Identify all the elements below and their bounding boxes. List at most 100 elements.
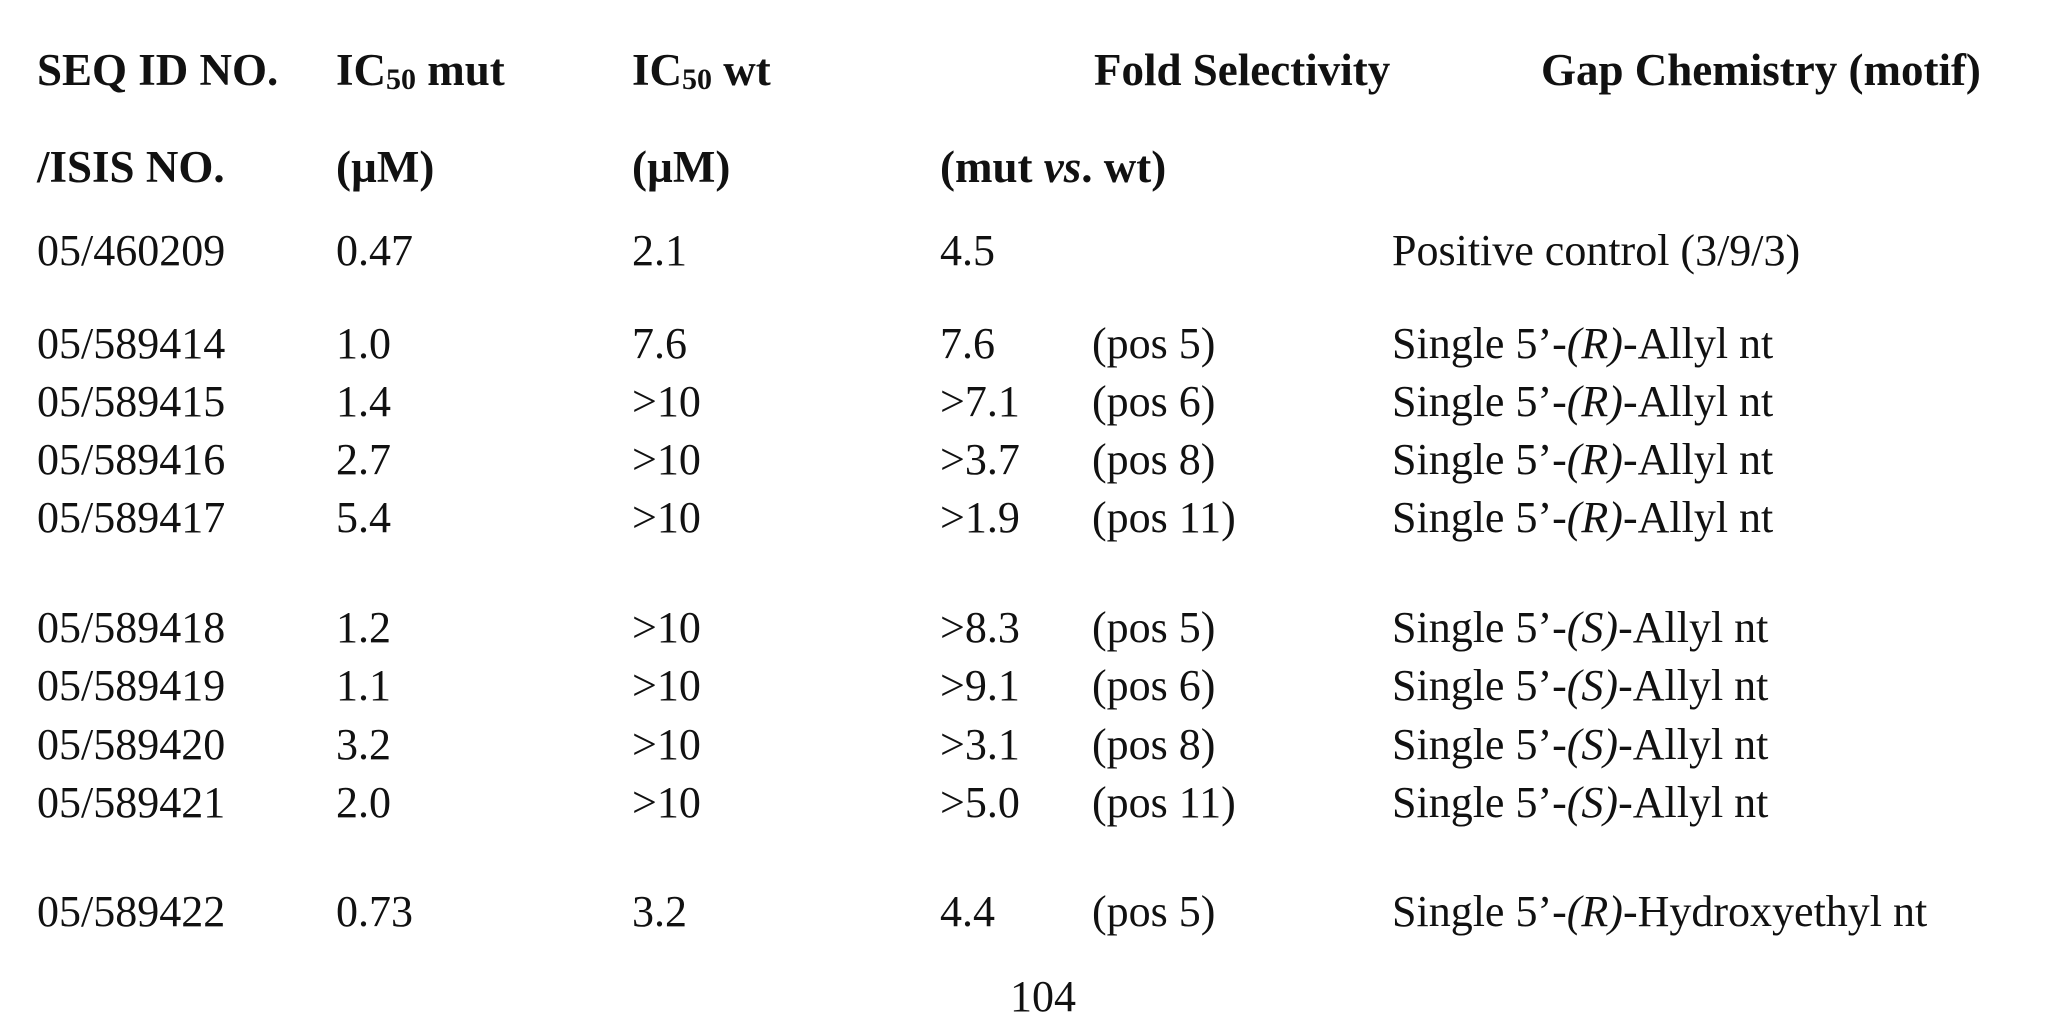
- row-seq-id: 05/589414: [37, 319, 226, 368]
- row-gap-chemistry-stereo: (R): [1566, 319, 1623, 368]
- row-position: (pos 5): [1092, 887, 1216, 936]
- row-seq-id: 05/589421: [37, 778, 226, 827]
- row-ic50-mut: 1.4: [336, 377, 391, 426]
- header-ic50-wt-subscript: 50: [682, 63, 713, 96]
- header-gap-chemistry: Gap Chemistry (motif): [1541, 45, 1981, 95]
- row-ic50-mut: 3.2: [336, 720, 391, 769]
- header-ic50-wt-prefix: IC: [632, 45, 683, 95]
- row-ic50-wt: 3.2: [632, 887, 687, 936]
- header-seq-id: SEQ ID NO.: [37, 45, 279, 95]
- row-gap-chemistry-suffix: -Allyl nt: [1618, 603, 1769, 652]
- row-ic50-mut: 1.2: [336, 603, 391, 652]
- row-gap-chemistry: Single 5’-(S)-Allyl nt: [1392, 664, 1768, 708]
- row-ic50-mut: 0.47: [336, 226, 413, 275]
- header-fold-unit-suffix: . wt): [1081, 142, 1167, 192]
- row-ic50-mut: 5.4: [336, 493, 391, 542]
- row-ic50-mut: 2.0: [336, 778, 391, 827]
- row-ic50-wt: >10: [632, 435, 701, 484]
- row-seq-id: 05/589422: [37, 887, 226, 936]
- row-gap-chemistry-prefix: Single 5’-: [1392, 493, 1567, 542]
- row-fold-selectivity: >9.1: [940, 661, 1020, 710]
- row-gap-chemistry-suffix: -Allyl nt: [1622, 435, 1774, 484]
- header-fold-unit-prefix: (mut: [940, 142, 1044, 192]
- row-gap-chemistry-prefix: Single 5’-: [1392, 435, 1567, 484]
- row-gap-chemistry: Single 5’-(R)-Allyl nt: [1392, 496, 1773, 540]
- row-fold-selectivity: >1.9: [940, 493, 1020, 542]
- row-fold-selectivity: >7.1: [940, 377, 1020, 426]
- row-seq-id: 05/589417: [37, 493, 226, 542]
- row-ic50-wt: >10: [632, 778, 701, 827]
- row-gap-chemistry-prefix: Single 5’-: [1392, 319, 1567, 368]
- row-position: (pos 8): [1092, 435, 1216, 484]
- row-fold-selectivity: 4.4: [940, 887, 995, 936]
- row-fold-selectivity: >3.7: [940, 435, 1020, 484]
- row-gap-chemistry: Single 5’-(R)-Hydroxyethyl nt: [1392, 890, 1927, 934]
- row-gap-chemistry-suffix: -Allyl nt: [1618, 778, 1769, 827]
- row-position: (pos 6): [1092, 661, 1216, 710]
- header-fold-unit-vs: vs: [1043, 142, 1082, 192]
- row-position: (pos 11): [1092, 778, 1236, 827]
- row-fold-selectivity: >5.0: [940, 778, 1020, 827]
- row-gap-chemistry: Single 5’-(S)-Allyl nt: [1392, 606, 1768, 650]
- page-number: 104: [1010, 972, 1076, 1021]
- row-gap-chemistry-suffix: -Allyl nt: [1618, 720, 1769, 769]
- row-gap-chemistry-suffix: -Allyl nt: [1622, 319, 1774, 368]
- row-gap-chemistry-prefix: Single 5’-: [1392, 661, 1567, 710]
- row-ic50-wt: 2.1: [632, 226, 687, 275]
- row-ic50-wt: >10: [632, 603, 701, 652]
- row-gap-chemistry-stereo: (R): [1566, 377, 1623, 426]
- row-gap-chemistry-stereo: (R): [1566, 887, 1623, 936]
- row-ic50-wt: >10: [632, 377, 701, 426]
- row-seq-id: 05/589418: [37, 603, 226, 652]
- row-gap-chemistry-stereo: (S): [1566, 661, 1619, 710]
- row-fold-selectivity: 4.5: [940, 226, 995, 275]
- row-ic50-wt: >10: [632, 661, 701, 710]
- row-gap-chemistry: Single 5’-(R)-Allyl nt: [1392, 380, 1773, 424]
- row-gap-chemistry-prefix: Single 5’-: [1392, 887, 1567, 936]
- row-gap-chemistry-prefix: Single 5’-: [1392, 778, 1567, 827]
- row-seq-id: 05/589415: [37, 377, 226, 426]
- row-ic50-wt: 7.6: [632, 319, 687, 368]
- row-gap-chemistry-suffix: -Allyl nt: [1622, 493, 1774, 542]
- header-isis: /ISIS NO.: [37, 142, 225, 192]
- header-fold-unit: (mut vs. wt): [940, 145, 1166, 190]
- row-gap-chemistry-prefix: Single 5’-: [1392, 603, 1567, 652]
- header-ic50-wt-unit: (µM): [632, 142, 731, 192]
- row-gap-chemistry-stereo: (S): [1566, 778, 1619, 827]
- row-gap-chemistry-prefix: Single 5’-: [1392, 720, 1567, 769]
- row-gap-chemistry: Single 5’-(R)-Allyl nt: [1392, 322, 1773, 366]
- row-seq-id: 05/589420: [37, 720, 226, 769]
- row-seq-id: 05/460209: [37, 226, 226, 275]
- header-ic50-mut-suffix: mut: [416, 45, 505, 95]
- row-seq-id: 05/589416: [37, 435, 226, 484]
- row-fold-selectivity: 7.6: [940, 319, 995, 368]
- row-fold-selectivity: >8.3: [940, 603, 1020, 652]
- row-gap-chemistry-suffix: -Hydroxyethyl nt: [1622, 887, 1928, 936]
- row-gap-chemistry-stereo: (R): [1566, 435, 1623, 484]
- header-fold-selectivity: Fold Selectivity: [1094, 45, 1391, 95]
- row-gap-chemistry-prefix: Single 5’-: [1392, 377, 1567, 426]
- header-ic50-mut-prefix: IC: [336, 45, 387, 95]
- row-gap-chemistry-stereo: (S): [1566, 603, 1619, 652]
- row-gap-chemistry: Positive control (3/9/3): [1392, 229, 1800, 273]
- row-gap-chemistry-suffix: -Allyl nt: [1618, 661, 1769, 710]
- row-position: (pos 5): [1092, 603, 1216, 652]
- document-page: SEQ ID NO. IC50 mut IC50 wt Fold Selecti…: [37, 45, 1981, 1019]
- header-ic50-wt-suffix: wt: [712, 45, 771, 95]
- row-fold-selectivity: >3.1: [940, 720, 1020, 769]
- row-ic50-mut: 0.73: [336, 887, 413, 936]
- row-gap-chemistry: Single 5’-(R)-Allyl nt: [1392, 438, 1773, 482]
- header-ic50-wt: IC50 wt: [632, 48, 771, 97]
- header-ic50-mut-subscript: 50: [386, 63, 417, 96]
- row-ic50-mut: 2.7: [336, 435, 391, 484]
- row-position: (pos 8): [1092, 720, 1216, 769]
- row-position: (pos 5): [1092, 319, 1216, 368]
- row-ic50-wt: >10: [632, 720, 701, 769]
- row-seq-id: 05/589419: [37, 661, 226, 710]
- row-gap-chemistry-stereo: (S): [1566, 720, 1619, 769]
- row-gap-chemistry-stereo: (R): [1566, 493, 1623, 542]
- row-gap-chemistry-prefix: Positive control (3/9/3): [1392, 226, 1801, 275]
- header-ic50-mut-unit: (µM): [336, 142, 435, 192]
- row-position: (pos 11): [1092, 493, 1236, 542]
- row-ic50-mut: 1.1: [336, 661, 391, 710]
